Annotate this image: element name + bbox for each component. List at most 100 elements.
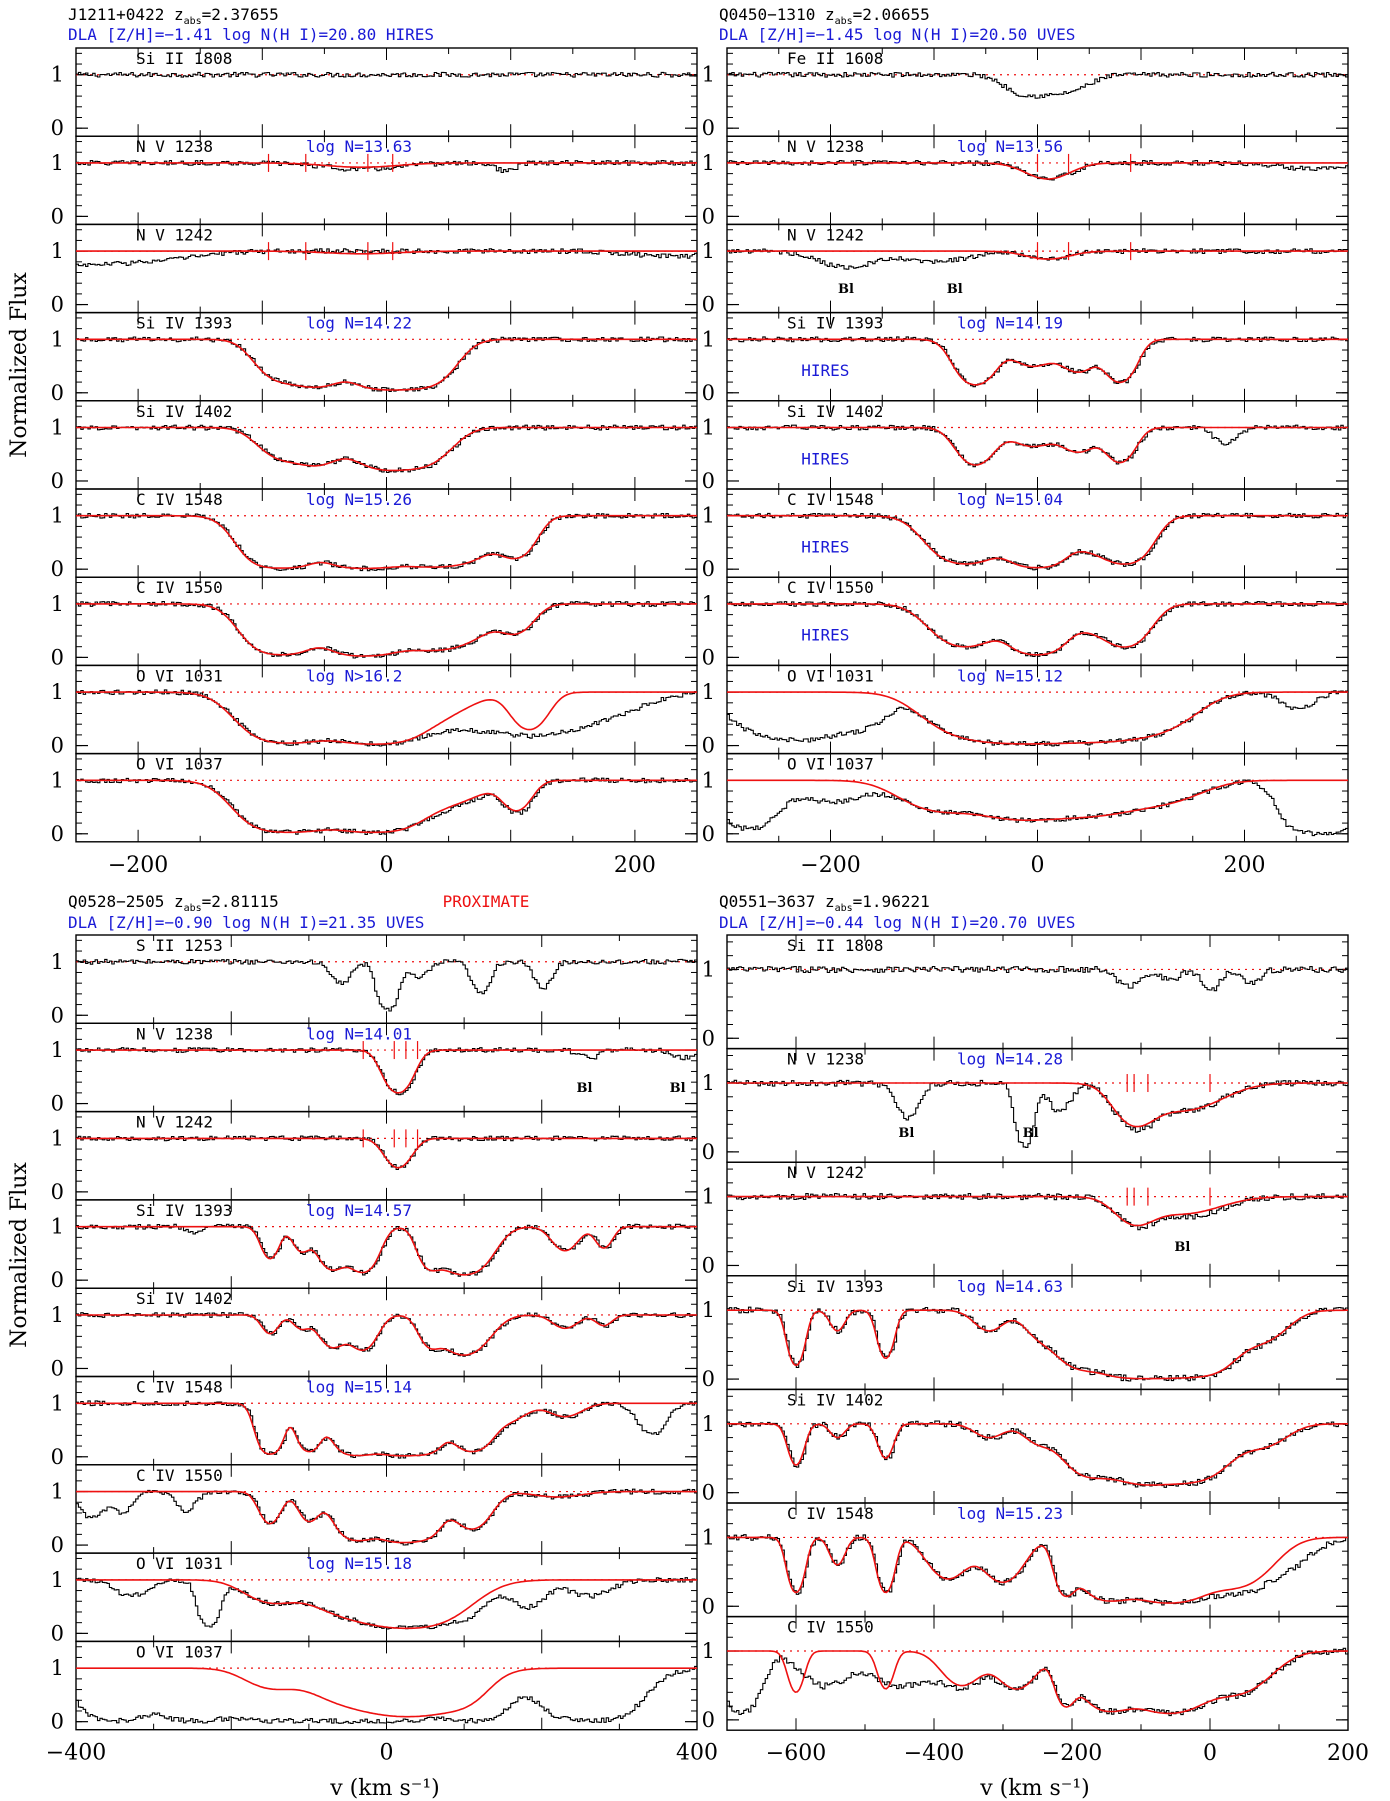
flux-spectrum — [76, 248, 698, 267]
model-fit — [727, 426, 1348, 466]
ytick-label: 1 — [702, 1412, 715, 1436]
ytick-label: 1 — [51, 1656, 64, 1680]
ytick-label: 0 — [51, 116, 64, 140]
blend-note: Bl — [898, 1126, 914, 1141]
dla-header: DLA [Z/H]=−0.44 log N(H I)=20.70 UVES — [719, 913, 1075, 932]
model-fit — [76, 779, 697, 834]
flux-spectrum — [76, 1577, 698, 1630]
column-density-label: log N=15.04 — [957, 490, 1063, 509]
ytick-label: 0 — [702, 822, 715, 846]
model-fit — [76, 1137, 697, 1169]
panel-Q0528-3: 0 1 Si IV 1393 log N=14.57 — [51, 1199, 698, 1292]
model-fit — [76, 250, 697, 255]
column-density-label: log N=14.57 — [306, 1201, 412, 1220]
flux-spectrum — [76, 1312, 698, 1357]
model-fit — [76, 162, 697, 168]
flux-spectrum — [76, 424, 698, 474]
column-density-label: log N=15.14 — [306, 1378, 412, 1397]
xtick-label: 0 — [1203, 1741, 1217, 1766]
ytick-label: 1 — [702, 63, 715, 87]
panel-J1211-2: 0 1 N V 1242 — [51, 223, 698, 317]
ytick-label: 0 — [702, 1140, 715, 1164]
ytick-label: 1 — [51, 327, 64, 351]
ytick-label: 0 — [51, 1710, 64, 1734]
ytick-label: 0 — [51, 469, 64, 493]
xtick-label: 200 — [1224, 853, 1266, 878]
panel-Q0528-1: 0 1 N V 1238 log N=14.01 — [51, 1022, 698, 1116]
flux-spectrum — [727, 1647, 1349, 1717]
model-fit — [727, 1195, 1348, 1227]
ytick-label: 1 — [51, 151, 64, 175]
panel-Q0528-0: 0 1 S II 1253 — [51, 934, 698, 1027]
blend-note: Bl — [576, 1081, 592, 1096]
ytick-label: 0 — [51, 1533, 64, 1557]
model-fit — [727, 603, 1348, 656]
ytick-label: 1 — [51, 1303, 64, 1327]
ion-label: C IV 1550 — [787, 578, 874, 597]
model-fit — [727, 1309, 1348, 1380]
ion-label: O VI 1031 — [787, 666, 874, 685]
flux-spectrum — [76, 71, 698, 78]
panel-Q0450-7: 0 1 O VI 1031 log N=15.12 — [702, 664, 1349, 758]
ytick-label: 1 — [702, 504, 715, 528]
flux-spectrum — [76, 958, 698, 1012]
ytick-label: 0 — [702, 734, 715, 758]
ytick-label: 1 — [702, 1525, 715, 1549]
ion-label: Si IV 1402 — [787, 1390, 883, 1409]
ytick-label: 1 — [702, 592, 715, 616]
figure-header: J1211+0422 zabs=2.37655 — [68, 5, 279, 27]
flux-spectrum — [727, 424, 1349, 468]
ytick-label: 0 — [51, 293, 64, 317]
flux-spectrum — [727, 1534, 1349, 1606]
ion-label: N V 1242 — [136, 1113, 213, 1132]
column-density-label: log N=15.23 — [957, 1504, 1063, 1523]
flux-spectrum — [76, 336, 698, 392]
ytick-label: 1 — [51, 504, 64, 528]
ion-label: C IV 1548 — [787, 490, 874, 509]
ytick-label: 0 — [51, 557, 64, 581]
flux-spectrum — [727, 1306, 1349, 1382]
ion-label: Si IV 1393 — [787, 1277, 883, 1296]
panel-J1211-0: 0 1 Si II 1808 — [51, 47, 698, 140]
ion-label: O VI 1037 — [787, 755, 874, 774]
ytick-label: 1 — [51, 1038, 64, 1062]
model-fit — [76, 338, 697, 391]
xlabel-right: v (km s⁻¹) — [979, 1776, 1090, 1801]
model-fit — [76, 426, 697, 472]
panel-Q0450-0: 0 1 Fe II 1608 — [702, 47, 1349, 140]
panel-Q0528-2: 0 1 N V 1242 — [51, 1110, 698, 1204]
instrument-note: HIRES — [801, 361, 849, 380]
ytick-label: 1 — [702, 1071, 715, 1095]
model-fit — [76, 1402, 697, 1457]
ytick-label: 0 — [702, 645, 715, 669]
model-fit — [76, 514, 697, 570]
column-density-label: log N=15.18 — [306, 1554, 412, 1573]
ytick-label: 0 — [702, 1253, 715, 1277]
column-density-label: log N=14.22 — [306, 314, 412, 333]
xlabel-left: v (km s⁻¹) — [329, 1776, 440, 1801]
ylabel-bottom: Normalized Flux — [7, 1162, 32, 1348]
flux-spectrum — [76, 1223, 698, 1277]
model-fit — [727, 1423, 1348, 1486]
panel-Q0551-0: 0 1 Si II 1808 — [702, 934, 1349, 1050]
model-fit — [76, 1667, 697, 1718]
panel-Q0528-5: 0 1 C IV 1548 log N=15.14 — [51, 1375, 698, 1469]
blend-note: Bl — [838, 282, 854, 297]
flux-spectrum — [76, 1047, 698, 1096]
panel-Q0450-2: 0 1 N V 1242 — [702, 223, 1349, 317]
xtick-label: 0 — [380, 853, 394, 878]
ytick-label: 0 — [702, 1708, 715, 1732]
ytick-label: 1 — [702, 957, 715, 981]
blend-note: Bl — [1174, 1240, 1190, 1255]
model-fit — [727, 1082, 1348, 1128]
ion-label: O VI 1037 — [136, 755, 223, 774]
model-fit — [76, 603, 697, 657]
panel-J1211-8: 0 1 O VI 1037 −200 0 200 — [51, 752, 698, 878]
ytick-label: 1 — [702, 768, 715, 792]
ytick-label: 0 — [51, 1092, 64, 1116]
model-fit — [727, 1536, 1348, 1604]
panel-J1211-1: 0 1 N V 1238 log N=13.63 — [51, 135, 698, 228]
ion-label: N V 1238 — [136, 137, 213, 156]
